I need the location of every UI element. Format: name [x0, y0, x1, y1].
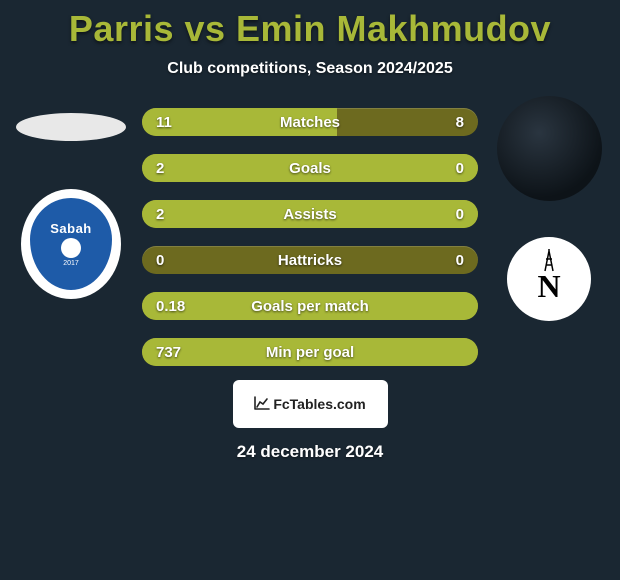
club-badge-neftchi: N: [507, 237, 591, 321]
right-player-column: N: [484, 108, 614, 366]
stat-label: Hattricks: [142, 252, 478, 269]
club-badge-sabah: Sabah 2017: [21, 189, 121, 299]
page-subtitle: Club competitions, Season 2024/2025: [0, 60, 620, 78]
stat-row: 11Matches8: [142, 108, 478, 136]
brand-badge[interactable]: FcTables.com: [233, 380, 388, 428]
brand-text: FcTables.com: [273, 396, 365, 412]
stat-value-right: 8: [456, 114, 464, 131]
stat-row: 2Assists0: [142, 200, 478, 228]
player-avatar-placeholder: [16, 113, 126, 141]
stat-value-right: 0: [456, 206, 464, 223]
stat-label: Goals per match: [142, 298, 478, 315]
stat-label: Matches: [142, 114, 478, 131]
club-name-sabah: Sabah: [50, 221, 92, 236]
stat-value-right: 0: [456, 252, 464, 269]
stat-label: Assists: [142, 206, 478, 223]
footer-date: 24 december 2024: [0, 442, 620, 462]
stat-row: 2Goals0: [142, 154, 478, 182]
stats-column: 11Matches82Goals02Assists00Hattricks00.1…: [136, 108, 484, 366]
club-year-sabah: 2017: [63, 260, 79, 267]
stat-label: Min per goal: [142, 344, 478, 361]
stat-label: Goals: [142, 160, 478, 177]
football-icon: [61, 238, 81, 258]
stat-row: 0Hattricks0: [142, 246, 478, 274]
player-avatar-dark: [497, 96, 602, 201]
page-title: Parris vs Emin Makhmudov: [0, 0, 620, 50]
oil-tower-icon: [537, 249, 561, 273]
left-player-column: Sabah 2017: [6, 108, 136, 366]
stat-row: 0.18Goals per match: [142, 292, 478, 320]
comparison-content: Sabah 2017 11Matches82Goals02Assists00Ha…: [0, 108, 620, 366]
stat-row: 737Min per goal: [142, 338, 478, 366]
club-letter-neftchi: N: [537, 268, 560, 305]
stat-value-right: 0: [456, 160, 464, 177]
chart-icon: [254, 396, 270, 413]
